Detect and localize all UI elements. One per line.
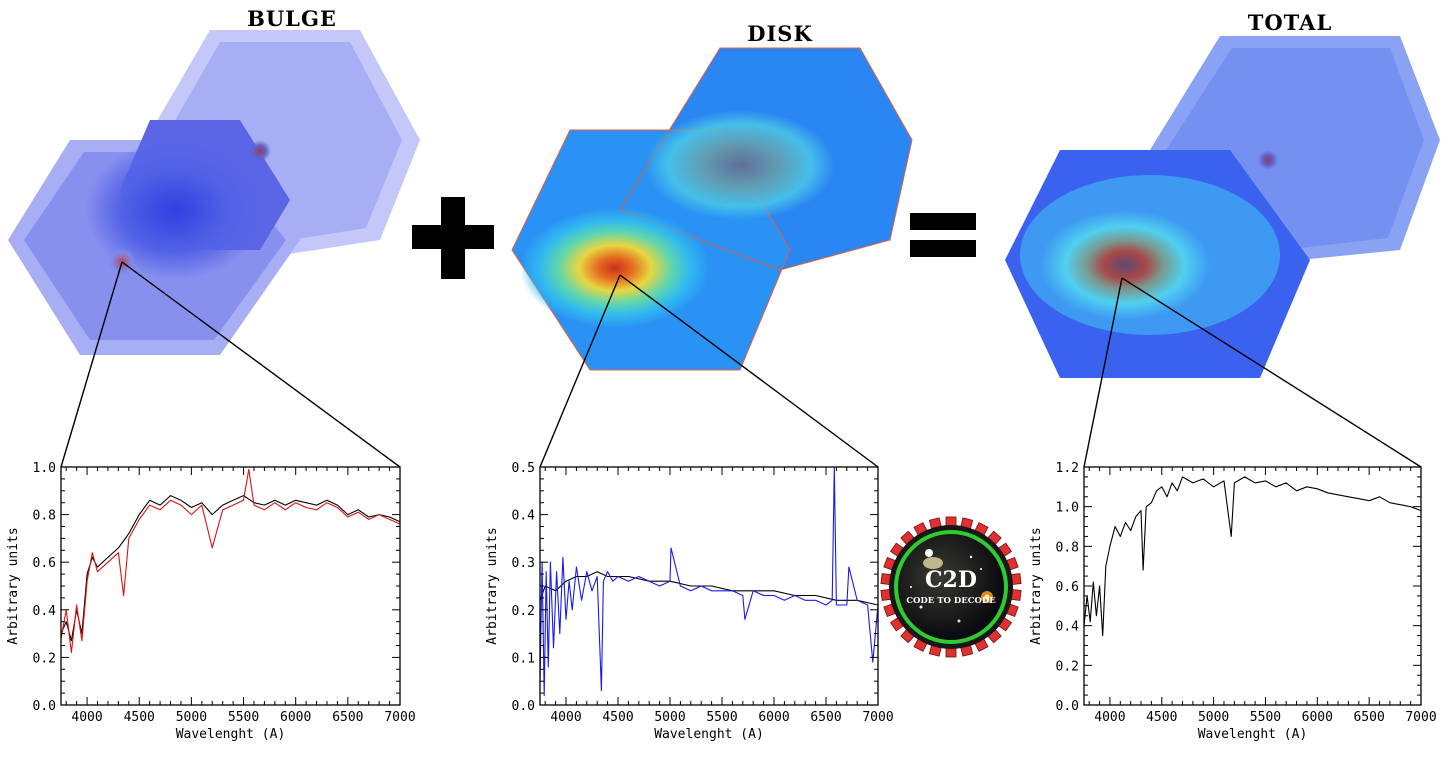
total-spectrum-series-total-observed: [1083, 476, 1422, 637]
bulge-spectrum-ytick-label: 0.2: [33, 651, 56, 666]
logo-subtitle: CODE TO DECODE: [906, 596, 996, 606]
equals-sign: [910, 213, 976, 257]
total-spectrum-ytick-label: 0.8: [1056, 540, 1079, 555]
bulge-spectrum-xlabel: Wavelenght (A): [176, 727, 286, 742]
disk-spectrum-ytick-label: 0.3: [512, 556, 535, 571]
logo-title: C2D: [925, 567, 977, 593]
total-spectrum-ytick-label: 0.4: [1056, 620, 1080, 635]
disk-spectrum-ylabel: Arbitrary units: [485, 527, 500, 644]
disk-spectrum-xtick-label: 6000: [758, 710, 789, 725]
total-spectrum-ytick-label: 0.6: [1056, 580, 1079, 595]
total-spectrum-chart: 4000 4500 5000 5500 6000 6500 7000 0.0 0.2 0.4 0.6…: [1029, 461, 1437, 742]
bulge-spectrum-xtick-label: 4000: [71, 710, 102, 725]
c2d-logo: C2D CODE TO DECODE: [880, 516, 1022, 658]
bulge-spectrum-ytick-label: 0.0: [33, 699, 56, 714]
bulge-spectrum-ytick-label: 0.8: [33, 509, 56, 524]
disk-spectrum-xtick-label: 4500: [602, 710, 633, 725]
total-spectrum-ylabel: Arbitrary units: [1029, 527, 1044, 644]
total-spectrum-ytick-label: 0.2: [1056, 659, 1079, 674]
bulge-spectrum-ylabel: Arbitrary units: [6, 527, 21, 644]
total-spectrum-xtick-label: 7000: [1405, 710, 1436, 725]
total-spectrum-xlabel: Wavelenght (A): [1198, 727, 1308, 742]
total-spectrum-xtick-label: 5500: [1250, 710, 1281, 725]
disk-spectrum-ytick-label: 0.4: [512, 509, 536, 524]
disk-spectrum-xtick-label: 5000: [654, 710, 685, 725]
bulge-spectrum-series-bulge-model: [60, 495, 401, 642]
disk-spectrum-xtick-label: 6500: [810, 710, 841, 725]
disk-spectrum-xtick-label: 5500: [706, 710, 737, 725]
disk-title: DISK: [747, 21, 812, 46]
total-spectrum-xtick-label: 5000: [1198, 710, 1229, 725]
bulge-spectrum-xtick-label: 5500: [228, 710, 259, 725]
disk-spectrum-xtick-label: 4000: [550, 710, 581, 725]
bulge-spectrum-ytick-label: 1.0: [33, 461, 56, 476]
logo-galaxy-dots: [910, 549, 993, 623]
total-spectrum-xtick-label: 4500: [1146, 710, 1177, 725]
disk-spectrum-ytick-label: 0.5: [512, 461, 535, 476]
bulge-spectrum-xtick-label: 4500: [124, 710, 155, 725]
total-spectrum-xtick-label: 4000: [1094, 710, 1125, 725]
bulge-spectrum-ytick-label: 0.6: [33, 556, 56, 571]
bulge-spectrum-xtick-label: 7000: [384, 710, 415, 725]
bulge-spectrum-xtick-label: 5000: [176, 710, 207, 725]
total-map: [1005, 36, 1440, 378]
disk-spectrum-xtick-label: 7000: [862, 710, 893, 725]
plus-sign: [412, 197, 494, 279]
total-spectrum-frame: [1083, 466, 1422, 706]
total-spectrum-ytick-label: 1.0: [1056, 501, 1079, 516]
bulge-map: [8, 30, 420, 355]
disk-spectrum-xlabel: Wavelenght (A): [654, 727, 764, 742]
bulge-title: BULGE: [247, 6, 337, 31]
disk-spectrum-ytick-label: 0.1: [512, 651, 535, 666]
total-spectrum-xtick-label: 6000: [1302, 710, 1333, 725]
disk-spectrum-ytick-label: 0.0: [512, 699, 535, 714]
total-title: TOTAL: [1248, 10, 1332, 35]
bulge-spectrum-frame: [60, 466, 401, 706]
zoom-lines: [60, 261, 1422, 468]
bulge-spectrum-ytick-label: 0.4: [33, 604, 57, 619]
disk-spectrum-chart: 4000 4500 5000 5500 6000 6500 7000 0.0 0.1 0.2 0.3…: [485, 461, 894, 742]
disk-spectrum-series-disk-model: [539, 571, 879, 606]
total-spectrum-xtick-label: 6500: [1353, 710, 1384, 725]
disk-spectrum-series-disk-observed: [539, 466, 879, 697]
disk-map: [511, 47, 913, 371]
total-spectrum-ytick-label: 1.2: [1056, 461, 1079, 476]
total-spectrum-ytick-label: 0.0: [1056, 699, 1079, 714]
bulge-spectrum-series-bulge-observed: [60, 468, 401, 654]
bulge-spectrum-xtick-label: 6000: [280, 710, 311, 725]
bulge-spectrum-chart: 4000 4500 5000 5500 6000 6500 7000 0.0 0.2 0.4 0.6…: [6, 461, 416, 742]
bulge-spectrum-xtick-label: 6500: [332, 710, 363, 725]
disk-spectrum-ytick-label: 0.2: [512, 604, 535, 619]
